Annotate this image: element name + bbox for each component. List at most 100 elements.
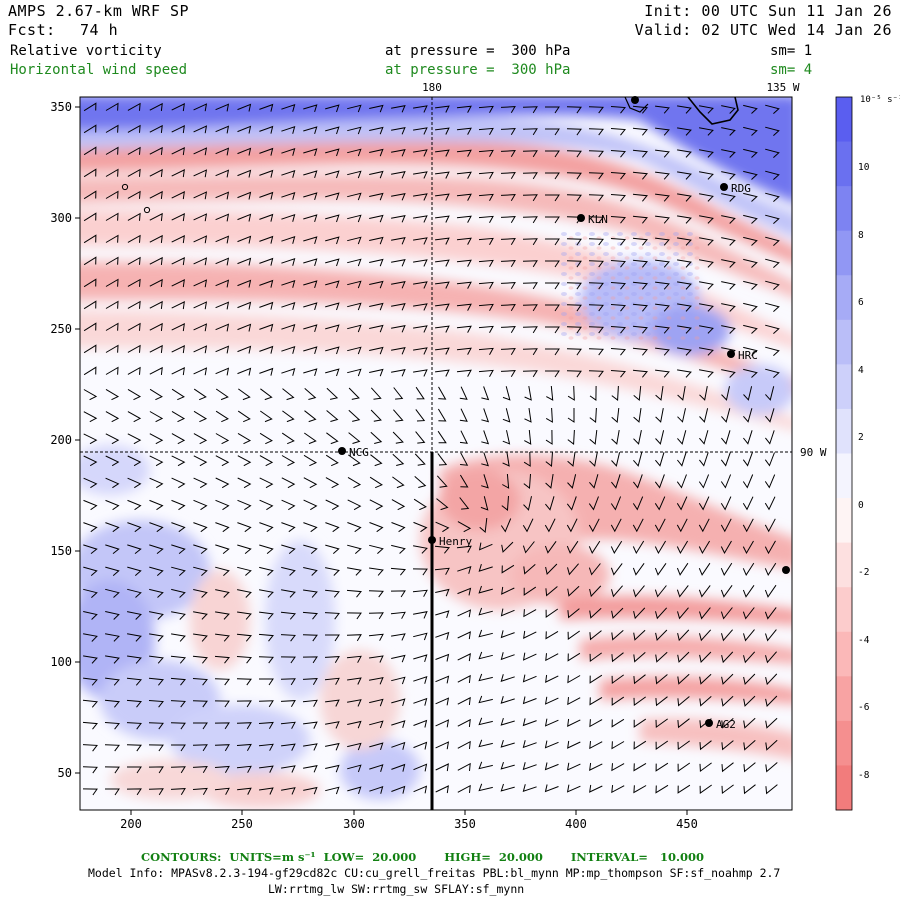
wind-barb xyxy=(325,302,340,311)
wind-barb xyxy=(83,611,98,620)
wind-barb xyxy=(325,764,340,773)
wind-barb xyxy=(721,386,730,401)
station-edge-marker xyxy=(782,566,790,574)
wind-barb xyxy=(632,540,645,555)
wind-barb xyxy=(325,280,340,289)
field2-level: at pressure = 300 hPa xyxy=(385,62,571,78)
wind-barb xyxy=(413,521,428,533)
wind-barb xyxy=(413,105,428,113)
wind-barb xyxy=(393,387,404,400)
wind-barb xyxy=(259,367,274,376)
wind-barb xyxy=(698,474,710,489)
wind-barb xyxy=(524,408,532,423)
wind-barb xyxy=(281,214,296,222)
wind-barb xyxy=(764,607,777,620)
wind-barb xyxy=(237,301,252,310)
wind-barb xyxy=(413,259,428,267)
wind-barb xyxy=(457,653,471,662)
wind-barb xyxy=(632,105,648,114)
wind-barb xyxy=(457,631,471,640)
wind-barb xyxy=(347,126,362,135)
field2-name: Horizontal wind speed xyxy=(10,62,188,78)
wind-barb xyxy=(677,303,692,312)
wind-barb xyxy=(325,454,339,467)
wind-barb xyxy=(325,346,340,355)
wind-barb xyxy=(303,280,318,289)
wind-barb xyxy=(567,718,581,727)
colorbar-cell xyxy=(836,141,852,187)
wind-barb xyxy=(193,566,208,576)
wind-barb xyxy=(437,430,447,444)
wind-barb xyxy=(764,452,775,467)
wind-barb xyxy=(478,259,494,267)
wind-barb xyxy=(127,124,141,133)
wind-barb xyxy=(655,281,670,290)
wind-barb xyxy=(500,518,512,533)
wind-barb xyxy=(370,431,383,444)
wind-barb xyxy=(83,300,97,310)
wind-barb xyxy=(149,477,164,489)
wind-barb xyxy=(743,214,758,224)
wind-barb xyxy=(699,651,712,664)
wind-barb xyxy=(699,784,712,794)
wind-barb xyxy=(126,744,142,752)
wind-barb xyxy=(765,324,780,334)
wind-barb xyxy=(193,388,207,401)
wind-barb xyxy=(677,452,687,467)
wind-barb xyxy=(149,256,163,265)
wind-barb xyxy=(655,674,668,685)
wind-barb xyxy=(281,236,296,244)
contour-info: CONTOURS: UNITS=m s⁻¹ LOW= 20.000 HIGH= … xyxy=(141,850,704,864)
wind-barb xyxy=(303,786,318,795)
wind-barb xyxy=(303,148,318,157)
wind-barb xyxy=(347,720,362,729)
wind-barb xyxy=(258,633,274,642)
wind-barb xyxy=(215,279,230,288)
wind-barb xyxy=(237,235,252,244)
wind-barb xyxy=(193,103,208,112)
wind-barb xyxy=(566,106,582,114)
wind-barb xyxy=(435,259,450,267)
wind-barb xyxy=(325,634,340,642)
wind-barb xyxy=(303,522,318,533)
wind-barb xyxy=(303,214,318,223)
wind-barb xyxy=(413,545,428,554)
wind-barb xyxy=(742,585,755,598)
wind-barb xyxy=(699,325,714,334)
wind-barb xyxy=(677,369,692,378)
wind-barb xyxy=(413,237,428,245)
wind-barb xyxy=(457,718,471,727)
wind-barb xyxy=(325,786,340,795)
wind-barb xyxy=(215,191,230,200)
wind-barb xyxy=(456,259,472,267)
wind-barb xyxy=(545,474,554,489)
wind-barb xyxy=(743,695,756,707)
wind-barb xyxy=(456,171,472,179)
wind-barb xyxy=(281,324,296,332)
wind-barb xyxy=(104,722,120,730)
wind-barb xyxy=(259,235,274,244)
wind-barb xyxy=(105,588,120,598)
station-label: Henry xyxy=(439,535,472,548)
wind-barb xyxy=(127,190,141,199)
wind-barb xyxy=(368,633,384,641)
station-rdg: RDG xyxy=(720,182,751,195)
wind-barb xyxy=(326,410,339,422)
wind-barb xyxy=(347,170,362,179)
wind-barb xyxy=(611,452,621,467)
wind-barb xyxy=(743,740,756,751)
wind-barb xyxy=(481,430,490,445)
wind-barb xyxy=(105,190,119,199)
wind-barb xyxy=(566,348,582,356)
wind-barb xyxy=(743,148,758,158)
wind-barb xyxy=(325,236,340,245)
wind-barb xyxy=(764,496,776,511)
wind-barb xyxy=(481,386,490,401)
wind-barb xyxy=(260,388,273,401)
station-ncg: NCG xyxy=(338,446,369,459)
wind-barb xyxy=(193,611,208,620)
wind-barb xyxy=(215,213,230,222)
wind-barb xyxy=(501,586,515,595)
wind-barb xyxy=(567,429,575,445)
wind-barb xyxy=(523,609,537,618)
